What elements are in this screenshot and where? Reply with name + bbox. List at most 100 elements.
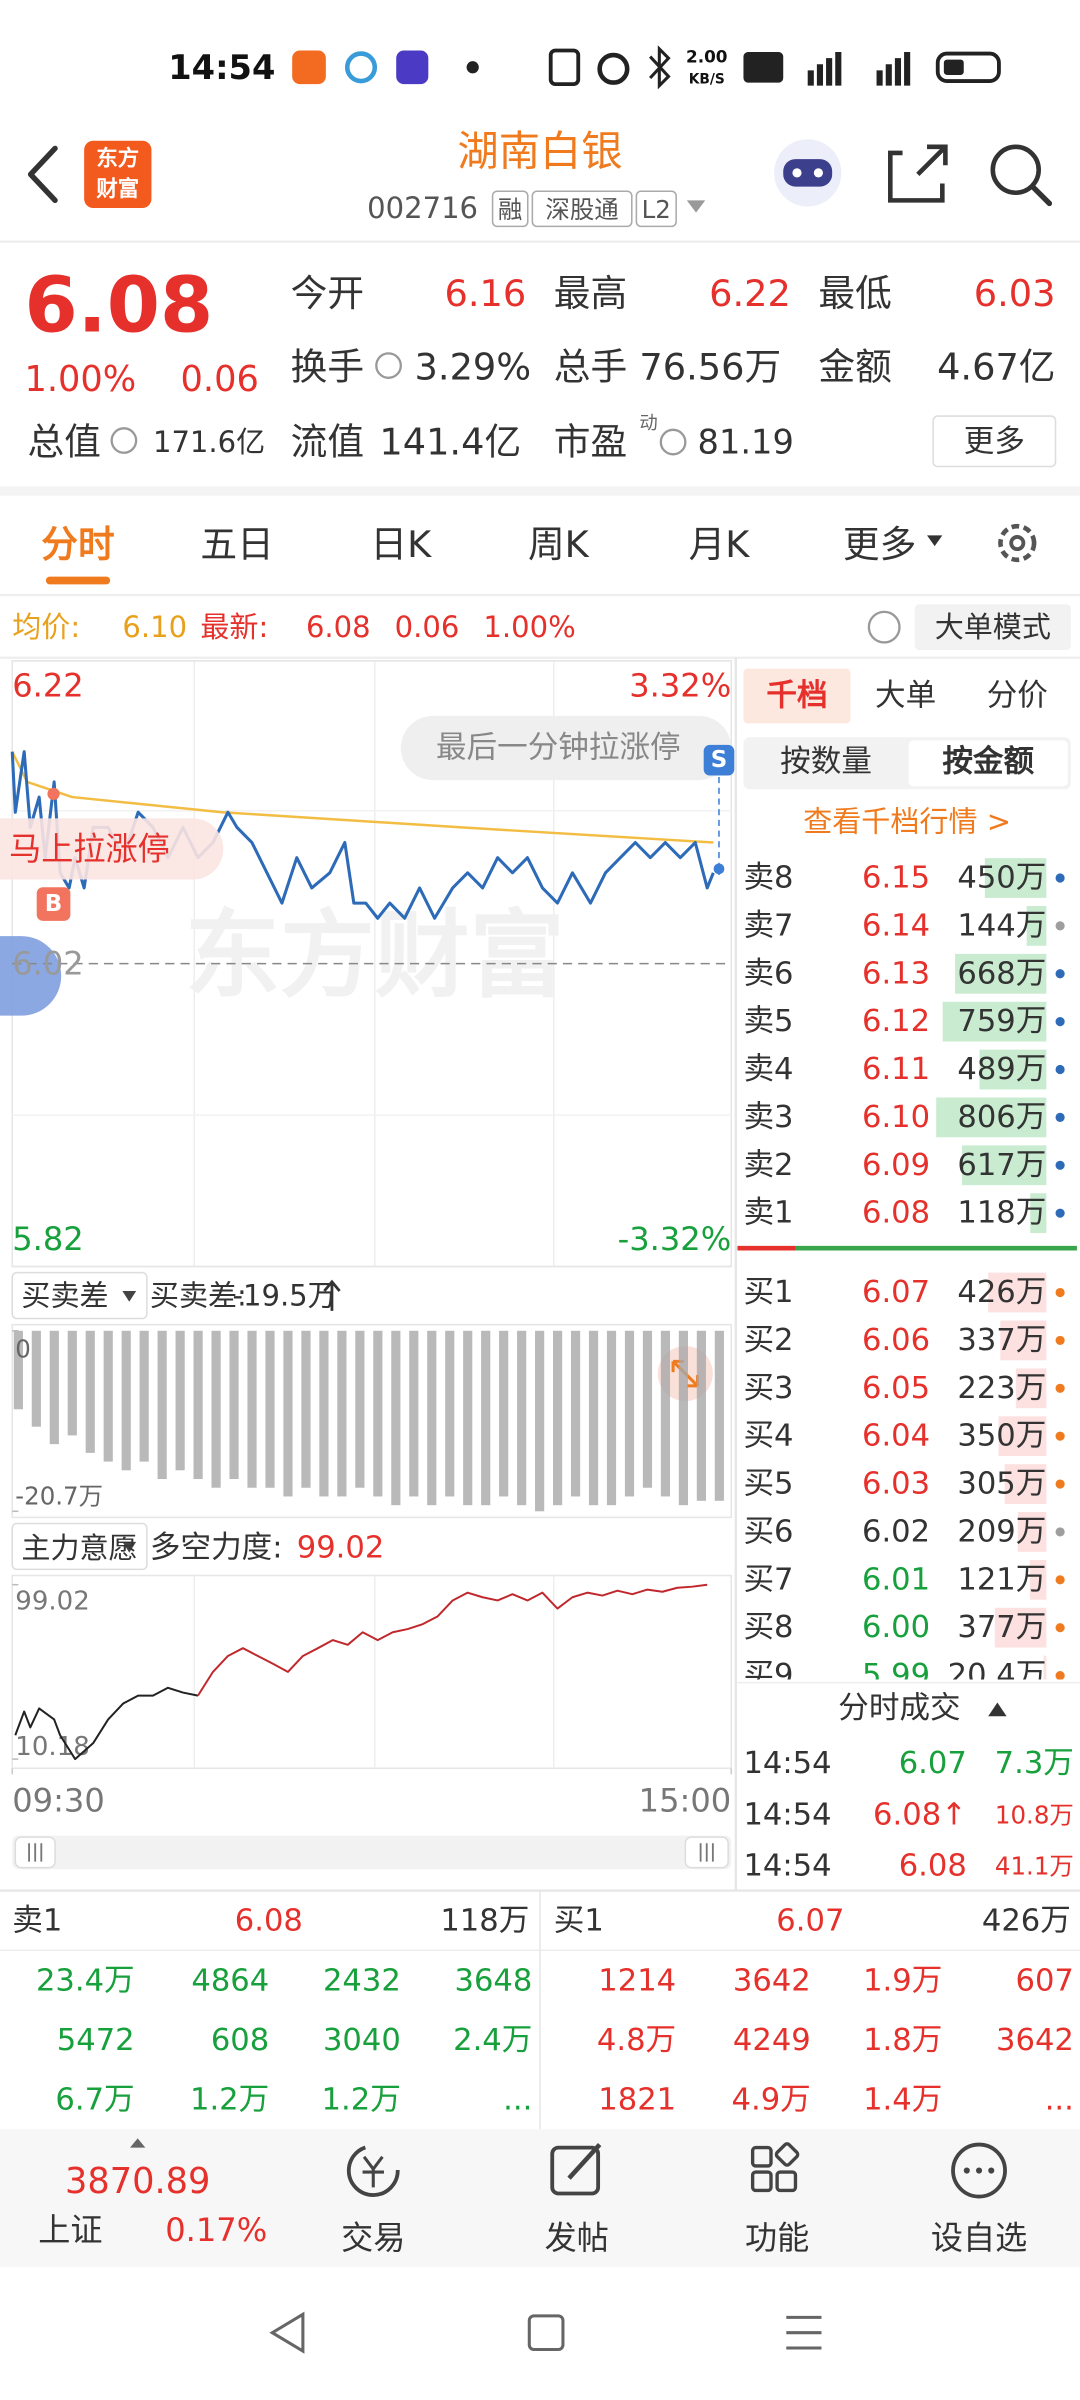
diff-bar [606, 1330, 617, 1506]
level-amount: 806万 [957, 1100, 1046, 1135]
tag-box [491, 190, 529, 228]
trade-icon-mark [362, 2155, 384, 2188]
trade-icon[interactable] [346, 2144, 400, 2197]
book-link[interactable]: 查看千档行情 > [803, 804, 1011, 838]
nav-item[interactable]: 功能 [745, 2219, 809, 2257]
function-icon[interactable] [750, 2145, 773, 2168]
mode-button[interactable] [914, 604, 1071, 651]
level-price: 6.14 [862, 908, 930, 943]
level-dot [1055, 1479, 1065, 1489]
level-price: 5.99 [862, 1658, 930, 1693]
book-tab[interactable]: 千档 [766, 678, 827, 713]
book-tab[interactable]: 大单 [875, 678, 936, 713]
book-mode[interactable]: 按数量 [780, 744, 872, 779]
diff-bar [301, 1330, 311, 1488]
system-menu[interactable] [786, 2315, 822, 2350]
field-label: 最高 [554, 272, 627, 315]
nav-icons [346, 2142, 1007, 2199]
nav-item[interactable]: 发帖 [545, 2219, 609, 2257]
tab[interactable]: 五日 [200, 523, 273, 566]
function-icon [774, 2142, 800, 2167]
nav-item[interactable]: 交易 [341, 2219, 405, 2257]
field-value: 4.67亿 [937, 346, 1055, 389]
tab[interactable]: 月K [689, 523, 751, 566]
y-tick-label: 0 [15, 1335, 31, 1364]
battery-icon [935, 51, 1001, 83]
post-icon[interactable] [550, 2145, 601, 2196]
nfc-icon [548, 48, 581, 87]
annotation-bubble [0, 818, 224, 880]
floating-button[interactable] [0, 936, 62, 1016]
info-icon[interactable] [375, 352, 402, 379]
field-label: 总值 [28, 421, 101, 464]
system-back[interactable] [269, 2311, 305, 2354]
tab[interactable]: 周K [528, 523, 590, 566]
level1-cell: ... [1045, 2083, 1074, 2118]
sub-frame [11, 1323, 732, 1519]
share-button[interactable] [888, 144, 948, 203]
level-price: 6.02 [862, 1514, 930, 1549]
book-tab-active [743, 668, 851, 724]
mode-button-text[interactable]: 大单模式 [935, 610, 1051, 644]
level-amount: 377万 [957, 1610, 1046, 1645]
selector-box[interactable] [11, 1271, 148, 1320]
diff-bar [642, 1330, 653, 1488]
amount-bar [962, 1145, 1047, 1186]
level1-cell: 5472 [57, 2023, 135, 2058]
book-tab[interactable]: 分价 [987, 678, 1048, 713]
level-label: 买3 [743, 1371, 793, 1406]
level-label: 卖7 [743, 908, 793, 943]
level-amount: 209万 [957, 1514, 1046, 1549]
selector-box[interactable] [11, 1522, 148, 1571]
tab[interactable]: 日K [370, 523, 432, 566]
selector-text[interactable]: 主力意愿 [21, 1531, 137, 1565]
net-speed-unit: KB/S [689, 72, 725, 88]
level-price: 6.11 [862, 1052, 930, 1087]
more-button[interactable] [932, 415, 1057, 468]
level-amount: 617万 [957, 1148, 1046, 1183]
force-line [14, 1686, 199, 1761]
trade-price: 6.08↑ [873, 1797, 967, 1832]
scrollbar[interactable] [12, 1835, 732, 1870]
mode-active [908, 740, 1068, 787]
diff-bar [373, 1330, 383, 1497]
sub-frame [11, 1574, 732, 1770]
tab[interactable]: 分时 [41, 523, 114, 566]
diff-bar [31, 1330, 41, 1427]
dropdown-caret [686, 200, 706, 213]
sell-marker [703, 744, 735, 776]
amount-bar [1000, 1320, 1047, 1361]
indicator-value: -19.5万 [233, 1279, 337, 1313]
level-price: 6.03 [862, 1467, 930, 1502]
level1-cell: 3642 [733, 1963, 811, 1998]
more-button-text[interactable]: 更多 [964, 425, 1025, 460]
level1-price: 6.07 [776, 1904, 844, 1939]
book-mode[interactable]: 按金额 [942, 743, 1034, 779]
post-pen [567, 2143, 602, 2180]
level-price: 6.01 [862, 1562, 930, 1597]
field-label: 换手 [291, 346, 364, 389]
index-change: 0.17% [165, 2211, 267, 2249]
level-price: 6.05 [862, 1371, 930, 1406]
indicator-value: 99.02 [297, 1530, 385, 1565]
watchlist-icon[interactable] [951, 2142, 1007, 2199]
info-icon[interactable] [659, 428, 687, 456]
assistant-eye [813, 168, 824, 178]
diff-bar [211, 1330, 221, 1488]
tab[interactable]: 更多 [843, 523, 916, 566]
system-home[interactable] [527, 2314, 565, 2352]
y-tick-label: 99.02 [15, 1587, 89, 1617]
trade-time: 14:54 [743, 1746, 831, 1781]
back-button[interactable] [27, 145, 58, 204]
nav-item[interactable]: 设自选 [931, 2219, 1027, 2257]
search-button[interactable] [990, 144, 1041, 196]
help-icon[interactable] [867, 610, 901, 644]
info-icon[interactable] [110, 427, 138, 454]
settings-button[interactable] [998, 523, 1037, 563]
level1-cell: 4.9万 [732, 2083, 811, 2118]
level1-cell: 1.9万 [863, 1963, 942, 1998]
force-line [197, 1583, 708, 1697]
selector-text[interactable]: 买卖差 [21, 1279, 108, 1313]
level-dot [1055, 969, 1065, 979]
